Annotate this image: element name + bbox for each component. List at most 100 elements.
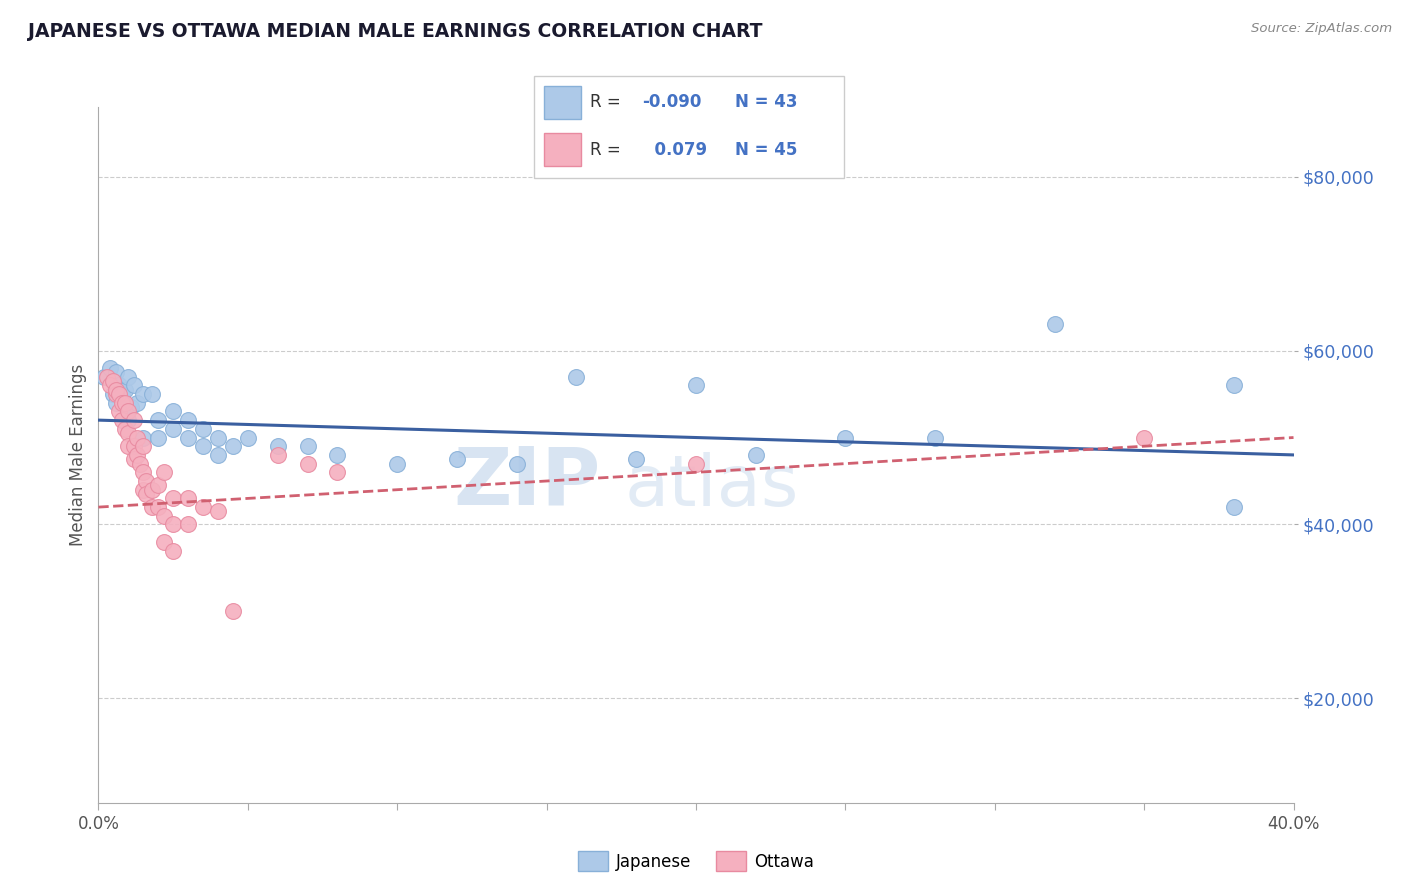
Point (177, 491, 200, 506)
Point (124, 413, 146, 427)
Point (297, 457, 319, 471)
Point (385, 457, 409, 471)
Point (1133, 431, 1156, 445)
Point (135, 474, 157, 488)
Point (148, 478, 170, 492)
Point (153, 508, 176, 523)
Point (98, 361, 122, 376)
Point (1223, 378, 1246, 392)
Point (117, 404, 139, 418)
Point (105, 383, 128, 397)
Point (132, 466, 155, 480)
Point (129, 457, 152, 471)
Text: 0.079: 0.079 (643, 141, 707, 159)
Point (177, 431, 200, 445)
Point (105, 365, 128, 379)
Point (117, 369, 139, 384)
Text: JAPANESE VS OTTAWA MEDIAN MALE EARNINGS CORRELATION CHART: JAPANESE VS OTTAWA MEDIAN MALE EARNINGS … (28, 22, 762, 41)
Point (148, 431, 170, 445)
Point (114, 396, 136, 410)
Point (114, 422, 136, 436)
Point (105, 387, 128, 401)
Text: ZIP: ZIP (453, 443, 600, 522)
FancyBboxPatch shape (544, 87, 581, 119)
Point (446, 452, 468, 467)
Point (111, 396, 134, 410)
Point (207, 504, 229, 518)
FancyBboxPatch shape (544, 133, 581, 166)
Point (153, 534, 176, 549)
Point (103, 387, 125, 401)
Text: atlas: atlas (624, 451, 799, 521)
Point (685, 457, 707, 471)
Point (506, 457, 529, 471)
Point (127, 431, 149, 445)
FancyBboxPatch shape (534, 76, 844, 178)
Point (141, 387, 163, 401)
Point (117, 439, 139, 453)
Point (124, 378, 146, 392)
Point (565, 369, 588, 384)
Point (124, 439, 146, 453)
Point (124, 452, 146, 467)
Point (127, 448, 149, 462)
Point (297, 439, 319, 453)
Point (117, 426, 139, 441)
Point (108, 387, 131, 401)
Point (93, 369, 115, 384)
Point (834, 431, 856, 445)
Point (114, 383, 136, 397)
Point (162, 404, 184, 418)
Point (162, 517, 184, 532)
Point (105, 396, 128, 410)
Text: N = 45: N = 45 (735, 141, 797, 159)
Point (222, 605, 245, 619)
Point (132, 431, 155, 445)
Point (132, 483, 155, 497)
Point (162, 422, 184, 436)
Y-axis label: Median Male Earnings: Median Male Earnings (69, 364, 87, 546)
Legend: Japanese, Ottawa: Japanese, Ottawa (571, 845, 821, 878)
Point (191, 439, 214, 453)
Point (236, 431, 259, 445)
Point (162, 491, 184, 506)
Point (191, 422, 214, 436)
Point (153, 466, 176, 480)
Point (135, 487, 157, 501)
Point (111, 387, 134, 401)
Point (207, 448, 229, 462)
Point (148, 413, 170, 427)
Point (326, 448, 349, 462)
Point (132, 387, 155, 401)
Point (103, 374, 125, 388)
Point (117, 413, 139, 427)
Point (267, 448, 290, 462)
Point (924, 431, 946, 445)
Point (120, 400, 142, 414)
Point (1223, 500, 1246, 514)
Point (96, 369, 118, 384)
Point (141, 500, 163, 514)
Point (98, 378, 122, 392)
Text: -0.090: -0.090 (643, 94, 702, 112)
Point (177, 517, 200, 532)
Point (267, 439, 290, 453)
Text: N = 43: N = 43 (735, 94, 797, 112)
Point (132, 439, 155, 453)
Point (624, 452, 647, 467)
Point (111, 413, 134, 427)
Point (326, 466, 349, 480)
Point (162, 543, 184, 558)
Text: Source: ZipAtlas.com: Source: ZipAtlas.com (1251, 22, 1392, 36)
Point (108, 404, 131, 418)
Point (108, 378, 131, 392)
Point (177, 413, 200, 427)
Point (1043, 318, 1066, 332)
Point (745, 448, 768, 462)
Point (222, 439, 245, 453)
Point (127, 396, 149, 410)
Point (207, 431, 229, 445)
Point (685, 378, 707, 392)
Text: R =: R = (591, 94, 626, 112)
Point (148, 500, 170, 514)
